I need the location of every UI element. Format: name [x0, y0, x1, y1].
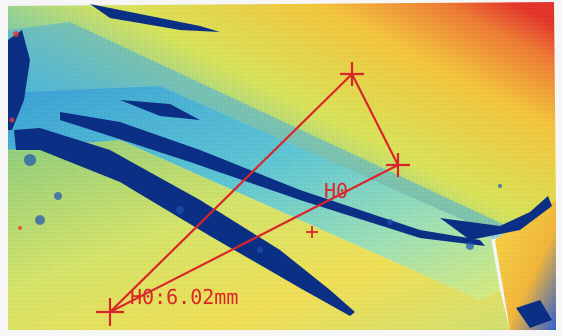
measure-readout: H0:6.02mm: [130, 285, 238, 309]
measure-label: H0: [324, 179, 348, 203]
surface-edge-noise: [8, 4, 552, 328]
measure-segment: [351, 73, 399, 166]
crosshair-marker[interactable]: [340, 62, 364, 86]
center-plus-icon: [306, 226, 318, 238]
crosshair-marker[interactable]: [96, 298, 124, 326]
measurement-overlay: [109, 73, 399, 313]
measure-segment: [109, 164, 399, 313]
measure-segment: [109, 73, 353, 313]
crosshair-marker[interactable]: [386, 153, 410, 177]
